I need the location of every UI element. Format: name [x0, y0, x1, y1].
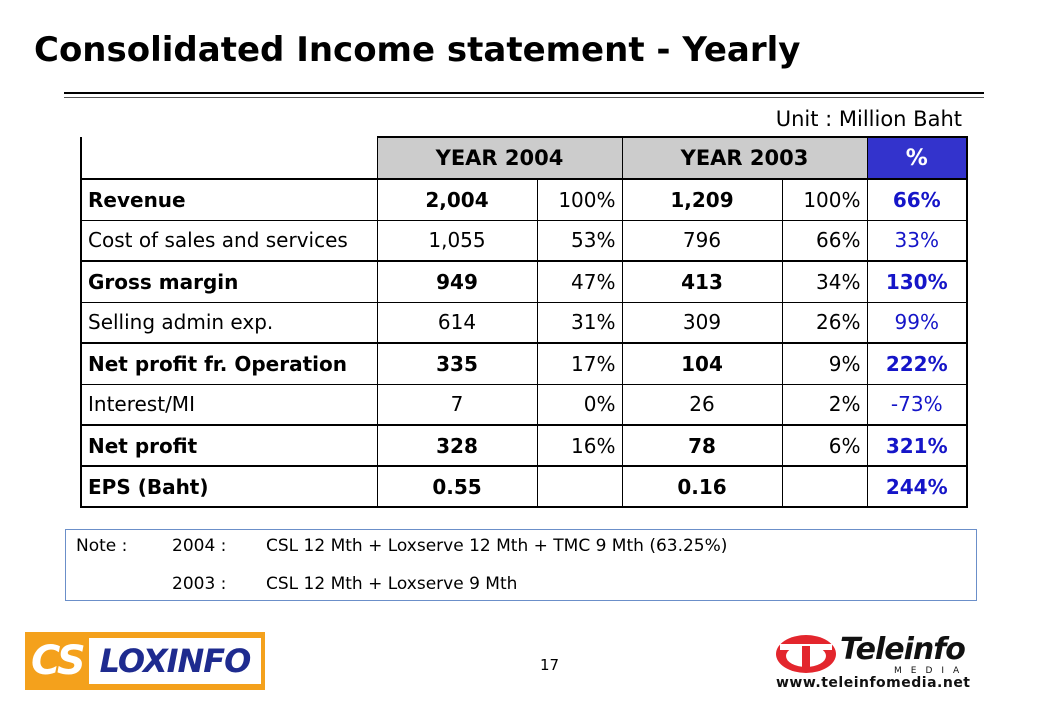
row-2003-value: 26 — [621, 383, 783, 426]
header-blank-cell — [80, 137, 378, 180]
row-2003-value: 796 — [621, 219, 783, 262]
row-label: Interest/MI — [80, 383, 378, 426]
csloxinfo-logo: CS LOXINFO — [25, 632, 265, 690]
teleinfo-mark-icon — [776, 635, 836, 673]
slide-title: Consolidated Income statement - Yearly — [34, 30, 801, 70]
table-row-net-profit-operation: Net profit fr. Operation 335 17% 104 9% … — [80, 342, 968, 385]
row-2004-value: 2,004 — [376, 178, 538, 221]
logo-media-text: MEDIA — [894, 666, 969, 676]
logo-url-text: www.teleinfomedia.net — [776, 675, 971, 691]
table-row-selling-admin: Selling admin exp. 614 31% 309 26% 99% — [80, 301, 968, 344]
row-2004-value: 949 — [376, 260, 538, 303]
unit-label: Unit : Million Baht — [775, 107, 962, 131]
row-2003-value: 0.16 — [621, 465, 783, 508]
table-row-revenue: Revenue 2,004 100% 1,209 100% 66% — [80, 178, 968, 221]
row-label: Net profit fr. Operation — [80, 342, 378, 385]
table-row-eps: EPS (Baht) 0.55 0.16 244% — [80, 465, 968, 508]
row-2003-share: 100% — [781, 178, 868, 221]
header-year-2003: YEAR 2003 — [621, 136, 868, 180]
row-label: Revenue — [80, 178, 378, 221]
note-key: Note : — [76, 536, 128, 556]
logo-teleinfo-text: Teleinfo — [840, 632, 966, 667]
row-2004-value: 614 — [376, 301, 538, 344]
row-2003-share: 34% — [781, 260, 868, 303]
row-2003-value: 78 — [621, 424, 783, 467]
row-2004-share: 31% — [536, 301, 623, 344]
table-row-cost-of-sales: Cost of sales and services 1,055 53% 796… — [80, 219, 968, 262]
teleinfo-media-logo: Teleinfo MEDIA www.teleinfomedia.net — [774, 632, 1004, 691]
row-2004-value: 328 — [376, 424, 538, 467]
row-2003-share: 2% — [781, 383, 868, 426]
title-rule-thin — [64, 97, 984, 98]
row-2004-share: 16% — [536, 424, 623, 467]
row-label: Net profit — [80, 424, 378, 467]
note-text-2003: CSL 12 Mth + Loxserve 9 Mth — [266, 574, 518, 594]
row-change: 130% — [866, 260, 968, 303]
row-change: 33% — [866, 219, 968, 262]
row-2003-value: 309 — [621, 301, 783, 344]
income-statement-table: YEAR 2004 YEAR 2003 % Revenue 2,004 100%… — [80, 136, 968, 508]
row-label: EPS (Baht) — [80, 465, 378, 508]
note-year-2003: 2003 : — [172, 574, 227, 594]
logo-cs-text: CS — [31, 638, 86, 684]
note-box: Note : 2004 : CSL 12 Mth + Loxserve 12 M… — [65, 529, 977, 601]
row-2003-share: 6% — [781, 424, 868, 467]
row-2004-share: 47% — [536, 260, 623, 303]
row-2003-share — [781, 465, 868, 508]
row-2004-share: 0% — [536, 383, 623, 426]
row-change: 222% — [866, 342, 968, 385]
row-2004-value: 0.55 — [376, 465, 538, 508]
row-2004-share: 100% — [536, 178, 623, 221]
table-row-interest-mi: Interest/MI 7 0% 26 2% -73% — [80, 383, 968, 426]
row-change: 321% — [866, 424, 968, 467]
row-2004-value: 335 — [376, 342, 538, 385]
table-row-gross-margin: Gross margin 949 47% 413 34% 130% — [80, 260, 968, 303]
row-change: 66% — [866, 178, 968, 221]
row-2003-value: 1,209 — [621, 178, 783, 221]
row-label: Cost of sales and services — [80, 219, 378, 262]
row-label: Selling admin exp. — [80, 301, 378, 344]
note-text-2004: CSL 12 Mth + Loxserve 12 Mth + TMC 9 Mth… — [266, 536, 728, 556]
row-2004-value: 7 — [376, 383, 538, 426]
note-year-2004: 2004 : — [172, 536, 227, 556]
page-number: 17 — [540, 656, 560, 674]
row-2004-value: 1,055 — [376, 219, 538, 262]
header-year-2004: YEAR 2004 — [376, 136, 623, 180]
row-2003-value: 104 — [621, 342, 783, 385]
table-header-row: YEAR 2004 YEAR 2003 % — [80, 136, 968, 180]
row-change: 99% — [866, 301, 968, 344]
row-2003-share: 26% — [781, 301, 868, 344]
logo-loxinfo-text: LOXINFO — [89, 638, 261, 684]
title-rule-thick — [64, 92, 984, 94]
row-change: 244% — [866, 465, 968, 508]
row-change: -73% — [866, 383, 968, 426]
table-row-net-profit: Net profit 328 16% 78 6% 321% — [80, 424, 968, 467]
row-2004-share — [536, 465, 623, 508]
income-table-wrap: YEAR 2004 YEAR 2003 % Revenue 2,004 100%… — [80, 136, 968, 508]
row-2004-share: 53% — [536, 219, 623, 262]
row-2003-share: 66% — [781, 219, 868, 262]
header-percent-change: % — [866, 136, 968, 180]
row-2003-value: 413 — [621, 260, 783, 303]
row-2004-share: 17% — [536, 342, 623, 385]
row-2003-share: 9% — [781, 342, 868, 385]
row-label: Gross margin — [80, 260, 378, 303]
